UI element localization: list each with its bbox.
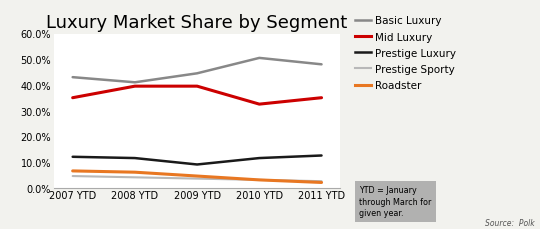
Text: YTD = January
through March for
given year.: YTD = January through March for given ye… — [359, 185, 431, 218]
Legend: Basic Luxury, Mid Luxury, Prestige Luxury, Prestige Sporty, Roadster: Basic Luxury, Mid Luxury, Prestige Luxur… — [351, 12, 460, 95]
Text: Source:  Polk: Source: Polk — [485, 218, 535, 227]
Title: Luxury Market Share by Segment: Luxury Market Share by Segment — [46, 14, 348, 31]
